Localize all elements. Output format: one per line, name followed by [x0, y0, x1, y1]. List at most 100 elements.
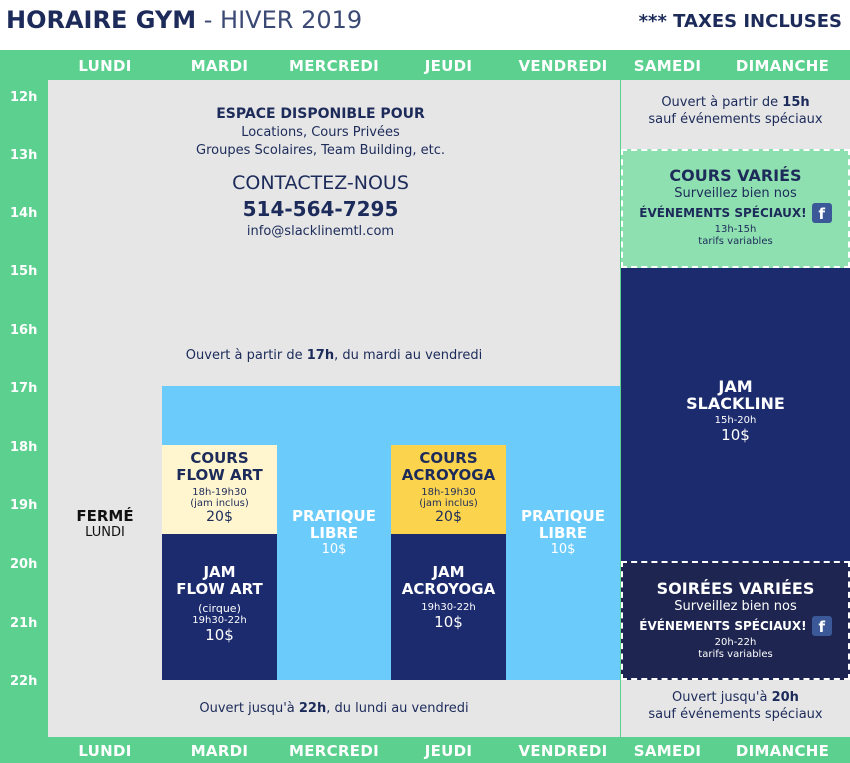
- day-mardi: MARDI: [190, 57, 249, 75]
- box-note: (cirque): [198, 602, 241, 615]
- day-jeudi: JEUDI: [424, 57, 473, 75]
- note-time: 15h: [782, 95, 810, 110]
- acroyoga-course-box[interactable]: COURS ACROYOGA 18h-19h30 (jam inclus) 20…: [391, 445, 506, 534]
- contact-email[interactable]: info@slacklinemtl.com: [246, 224, 395, 239]
- box-line-with-icon: ÉVÉNEMENTS SPÉCIAUX! f: [623, 202, 848, 223]
- hour-label: 16h: [10, 323, 38, 338]
- box-title: JAM: [203, 563, 236, 581]
- box-line: ÉVÉNEMENTS SPÉCIAUX!: [639, 206, 807, 220]
- box-title: PRATIQUE: [292, 507, 376, 525]
- closed-monday: FERMÉ LUNDI: [48, 507, 162, 540]
- page-title: HORAIRE GYM - HIVER 2019: [6, 6, 362, 34]
- box-time: 18h-19h30: [192, 487, 247, 498]
- hour-label: 14h: [10, 206, 38, 221]
- soirees-varies-box[interactable]: SOIRÉES VARIÉES Surveillez bien nos ÉVÉN…: [621, 561, 850, 680]
- day-mardi: MARDI: [190, 742, 249, 760]
- box-time: 19h30-22h: [192, 615, 247, 626]
- box-title: COURS: [190, 449, 249, 467]
- box-title: JAM: [718, 377, 753, 396]
- note-time: 17h: [306, 348, 335, 363]
- weekend-opening-note: Ouvert à partir de 15h sauf événements s…: [621, 95, 850, 127]
- box-note: tarifs variables: [698, 648, 773, 660]
- hour-label: 17h: [10, 381, 38, 396]
- note-text: sauf événements spéciaux: [648, 112, 823, 127]
- hour-label: 15h: [10, 264, 38, 279]
- day-header-bottom: LUNDI MARDI MERCREDI JEUDI VENDREDI SAME…: [0, 739, 850, 763]
- box-line: ÉVÉNEMENTS SPÉCIAUX!: [639, 619, 807, 633]
- box-time: 18h-19h30: [421, 487, 476, 498]
- acroyoga-jam-box[interactable]: JAM ACROYOGA 19h30-22h 10$: [391, 534, 506, 680]
- box-price: 20$: [206, 509, 233, 525]
- day-samedi: SAMEDI: [633, 742, 702, 760]
- closed-title: FERMÉ: [76, 507, 134, 525]
- box-title: LIBRE: [538, 524, 588, 542]
- day-dimanche: DIMANCHE: [735, 57, 830, 75]
- box-time: 13h-15h: [714, 223, 757, 235]
- note-text: Ouvert jusqu'à: [672, 690, 772, 705]
- box-price: 10$: [550, 542, 576, 557]
- box-line: Surveillez bien nos: [674, 599, 797, 614]
- rental-line2: Groupes Scolaires, Team Building, etc.: [196, 143, 445, 158]
- hour-label: 12h: [10, 90, 38, 105]
- note-text: Ouvert jusqu'à: [199, 701, 299, 716]
- box-title: JAM: [432, 563, 465, 581]
- note-text: , du mardi au vendredi: [334, 348, 483, 363]
- cours-varies-box[interactable]: COURS VARIÉS Surveillez bien nos ÉVÉNEME…: [621, 149, 850, 268]
- day-dimanche: DIMANCHE: [735, 742, 830, 760]
- contact-heading: CONTACTEZ-NOUS: [232, 172, 409, 194]
- day-mercredi: MERCREDI: [289, 57, 379, 75]
- day-header-top: LUNDI MARDI MERCREDI JEUDI VENDREDI SAME…: [0, 54, 850, 78]
- closed-day: LUNDI: [85, 525, 125, 540]
- box-title: COURS: [419, 449, 478, 467]
- hour-label: 18h: [10, 440, 38, 455]
- box-price: 10$: [321, 542, 347, 557]
- box-time: 15h-20h: [714, 415, 757, 426]
- box-price: 10$: [205, 626, 234, 644]
- rental-info: ESPACE DISPONIBLE POUR Locations, Cours …: [48, 106, 593, 239]
- box-title: COURS VARIÉS: [669, 166, 802, 185]
- pratique-libre-wed[interactable]: PRATIQUE LIBRE 10$: [277, 507, 391, 558]
- box-note: tarifs variables: [698, 235, 773, 247]
- facebook-icon[interactable]: f: [811, 202, 832, 223]
- box-price: 10$: [721, 426, 750, 444]
- box-title: PRATIQUE: [521, 507, 605, 525]
- box-price: 20$: [435, 509, 462, 525]
- contact-phone[interactable]: 514-564-7295: [242, 197, 399, 221]
- note-time: 20h: [771, 690, 799, 705]
- hour-label: 21h: [10, 616, 38, 631]
- note-text: , du lundi au vendredi: [326, 701, 469, 716]
- rental-title: ESPACE DISPONIBLE POUR: [216, 106, 425, 122]
- weekend-closing-note: Ouvert jusqu'à 20h sauf événements spéci…: [621, 690, 850, 722]
- pratique-libre-fri[interactable]: PRATIQUE LIBRE 10$: [506, 507, 620, 558]
- box-line: Surveillez bien nos: [674, 186, 797, 201]
- title-bold: HORAIRE GYM: [6, 6, 197, 34]
- note-time: 22h: [298, 701, 327, 716]
- jam-slackline-box[interactable]: JAM SLACKLINE 15h-20h 10$: [621, 268, 850, 562]
- facebook-icon[interactable]: f: [811, 615, 832, 636]
- box-title: LIBRE: [309, 524, 359, 542]
- note-text: sauf événements spéciaux: [648, 707, 823, 722]
- box-time: 20h-22h: [714, 636, 757, 648]
- box-title: SOIRÉES VARIÉES: [656, 579, 815, 598]
- rental-line1: Locations, Cours Privées: [241, 125, 400, 140]
- box-time: 19h30-22h: [421, 602, 476, 613]
- day-lundi: LUNDI: [78, 742, 132, 760]
- box-title: SLACKLINE: [686, 394, 785, 413]
- day-jeudi: JEUDI: [424, 742, 473, 760]
- box-title: FLOW ART: [176, 580, 263, 598]
- flowart-course-box[interactable]: COURS FLOW ART 18h-19h30 (jam inclus) 20…: [162, 445, 277, 534]
- hour-label: 20h: [10, 557, 38, 572]
- box-title: ACROYOGA: [401, 466, 496, 484]
- note-text: Ouvert à partir de: [185, 348, 307, 363]
- day-mercredi: MERCREDI: [289, 742, 379, 760]
- weekday-opening-note: Ouvert à partir de 17h, du mardi au vend…: [48, 348, 620, 363]
- day-lundi: LUNDI: [78, 57, 132, 75]
- box-title: ACROYOGA: [401, 580, 496, 598]
- hour-label: 19h: [10, 498, 38, 513]
- title-season: - HIVER 2019: [196, 6, 363, 34]
- note-text: Ouvert à partir de: [661, 95, 783, 110]
- day-vendredi: VENDREDI: [518, 742, 608, 760]
- hour-label: 13h: [10, 148, 38, 163]
- flowart-jam-box[interactable]: JAM FLOW ART (cirque) 19h30-22h 10$: [162, 534, 277, 680]
- weekday-closing-note: Ouvert jusqu'à 22h, du lundi au vendredi: [48, 701, 620, 716]
